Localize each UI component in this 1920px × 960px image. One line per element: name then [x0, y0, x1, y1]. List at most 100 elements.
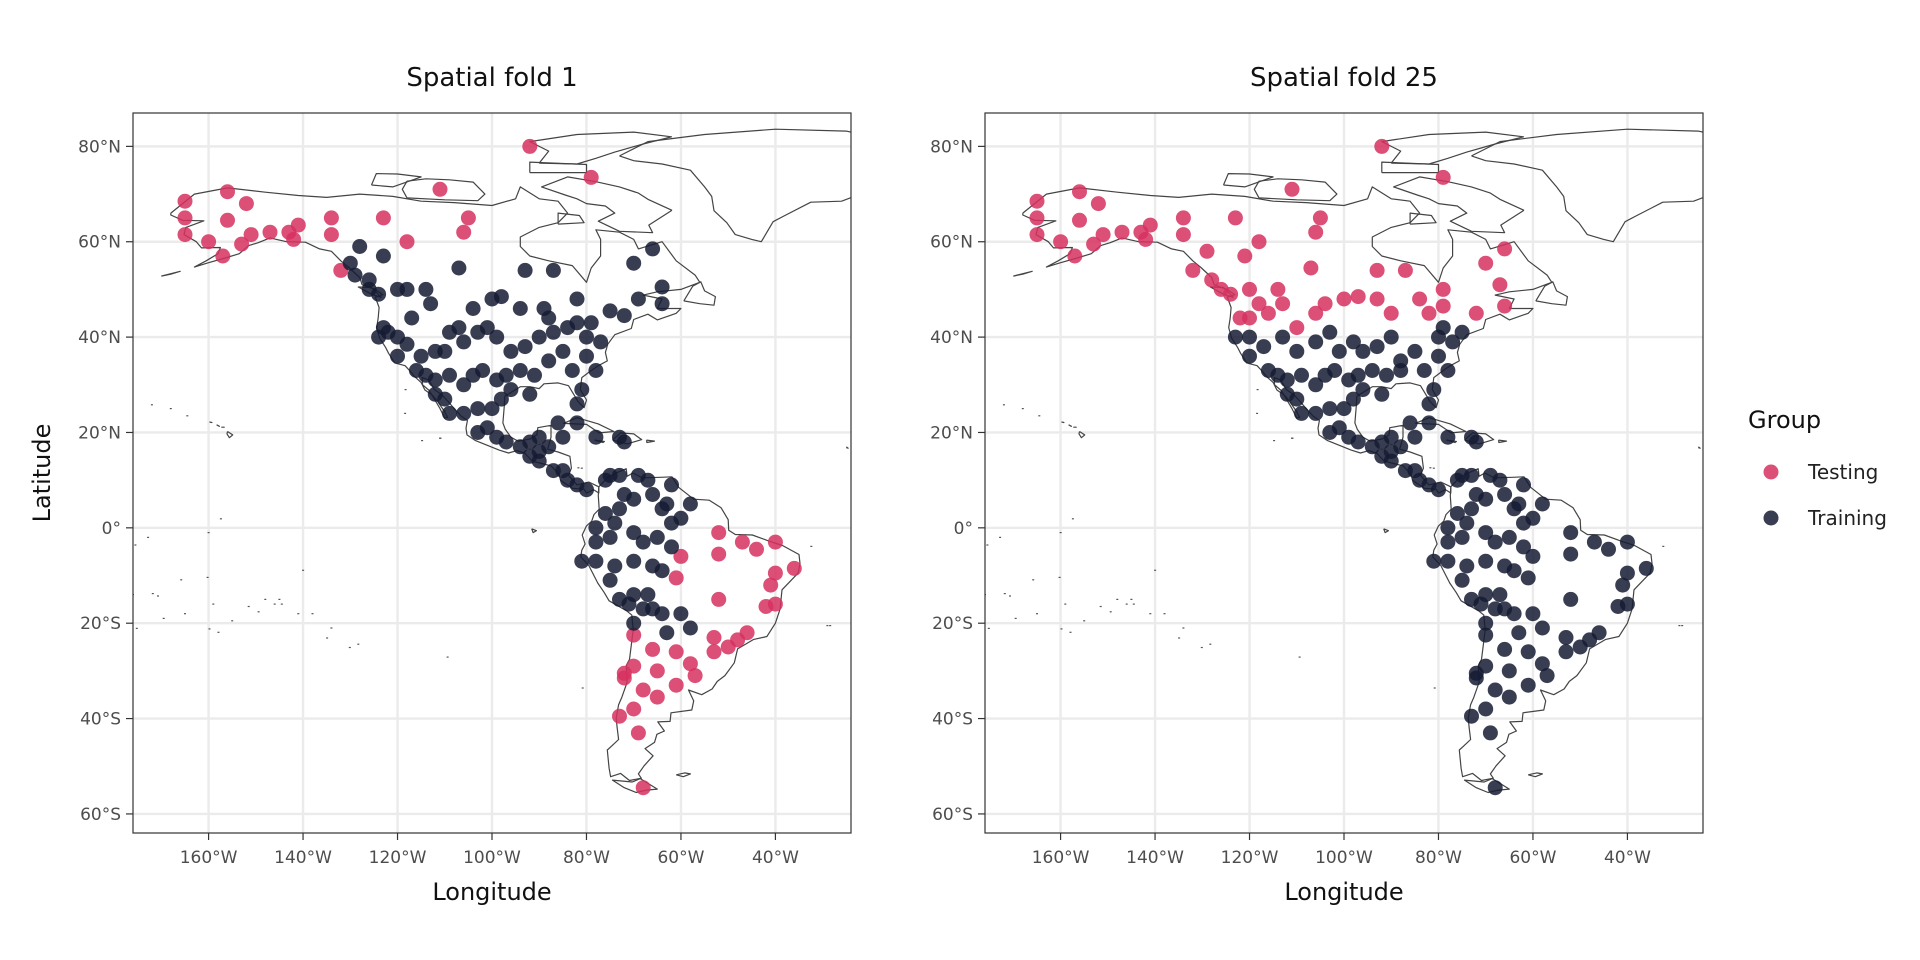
legend-label-training: Training [1807, 506, 1887, 530]
point-training [1525, 606, 1541, 622]
point-testing [1086, 236, 1102, 252]
y-tick-label: 0° [954, 519, 973, 539]
point-training [654, 606, 670, 622]
y-tick-label: 40°S [80, 710, 121, 730]
point-training [673, 606, 689, 622]
point-testing [1242, 281, 1257, 297]
point-testing [1374, 138, 1390, 154]
island [1681, 625, 1684, 627]
point-training [1619, 565, 1635, 581]
y-tick-label: 60°S [932, 805, 973, 825]
point-training [1336, 401, 1352, 417]
point-testing [1067, 248, 1083, 264]
point-testing [1251, 234, 1267, 250]
point-training [682, 620, 698, 636]
point-training [1435, 320, 1451, 336]
point-testing [522, 138, 538, 154]
point-training [1440, 520, 1456, 536]
island [134, 544, 137, 546]
point-training [456, 334, 472, 350]
y-tick-label: 60°N [78, 233, 121, 253]
point-testing [262, 224, 278, 240]
point-training [498, 434, 514, 450]
y-tick-label: 20°S [80, 614, 121, 634]
point-training [1369, 339, 1385, 355]
point-training [442, 367, 457, 383]
point-training [1468, 670, 1484, 686]
point-testing [786, 560, 802, 576]
y-axis-title: Latitude [28, 424, 56, 523]
point-testing [1142, 217, 1158, 233]
island [1178, 637, 1181, 639]
panel-spatial-fold-1: Spatial fold 1 80°N 60°N 40°N 20°N 0° 20°S 40°… [28, 63, 852, 906]
point-testing [215, 248, 231, 264]
point-testing [1204, 272, 1220, 288]
point-training [1421, 396, 1437, 412]
point-training [1402, 415, 1418, 431]
island [150, 404, 153, 406]
point-training [1355, 382, 1371, 398]
coastline [645, 439, 656, 444]
point-training [1506, 501, 1522, 517]
y-tick-label: 20°S [932, 614, 973, 634]
point-training [456, 405, 472, 421]
island [212, 603, 215, 605]
point-testing [635, 682, 651, 698]
island [1009, 595, 1011, 597]
point-testing [720, 639, 736, 655]
point-training [1426, 553, 1442, 569]
point-testing [1029, 227, 1045, 243]
point-testing [711, 525, 727, 541]
gridlines [985, 113, 1703, 833]
island [1154, 569, 1157, 571]
island [1298, 656, 1301, 658]
point-training [616, 434, 632, 450]
point-testing [1492, 277, 1508, 293]
island [151, 593, 154, 595]
coastline [1497, 439, 1508, 444]
point-training [1426, 382, 1442, 398]
island [577, 467, 580, 469]
point-training [1260, 363, 1276, 378]
point-testing [706, 630, 722, 645]
point-training [645, 241, 661, 257]
point-training [1308, 405, 1324, 421]
point-training [1516, 477, 1531, 493]
point-testing [1275, 296, 1291, 312]
point-training [1242, 348, 1257, 364]
x-tick-labels: 160°W 140°W 120°W 100°W 80°W 60°W 40°W [180, 833, 799, 868]
island [208, 628, 211, 630]
point-training [626, 491, 642, 507]
point-training [1501, 529, 1517, 545]
point-testing [1421, 305, 1437, 321]
point-training [1459, 515, 1475, 531]
island [1433, 687, 1436, 689]
point-training [1440, 429, 1456, 445]
point-testing [763, 577, 779, 593]
point-training [1520, 644, 1536, 660]
point-training [423, 296, 439, 312]
coastline [1697, 446, 1701, 449]
point-testing [1383, 305, 1399, 321]
point-training [1520, 570, 1536, 586]
x-tick-label: 80°W [563, 848, 610, 868]
point-testing [645, 641, 661, 657]
island [404, 412, 407, 414]
point-training [1478, 615, 1494, 631]
point-training [1379, 367, 1394, 383]
point-training [607, 515, 623, 531]
island [810, 545, 813, 547]
coastline [1409, 212, 1437, 225]
island [439, 437, 442, 439]
point-training [583, 315, 599, 331]
point-testing [749, 541, 764, 557]
point-testing [1095, 227, 1111, 243]
point-training [512, 301, 528, 316]
points-layer [177, 138, 802, 796]
point-testing [668, 677, 684, 693]
point-training [489, 372, 505, 388]
point-training [545, 262, 561, 278]
point-training [517, 262, 533, 278]
point-training [1416, 363, 1432, 378]
point-testing [1237, 248, 1253, 264]
